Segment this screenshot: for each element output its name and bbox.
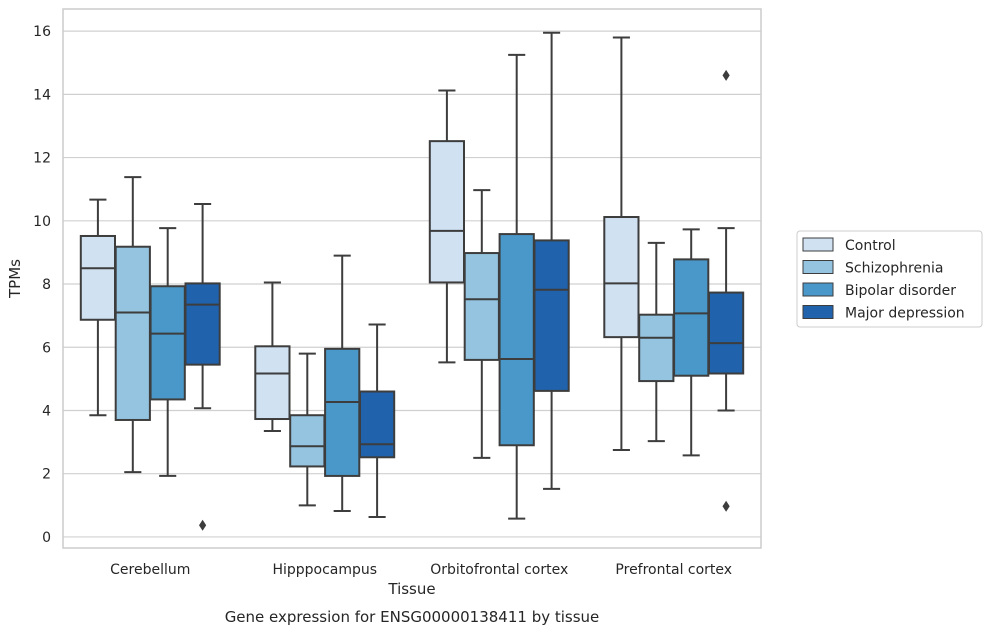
legend-swatch xyxy=(802,237,834,252)
box-group xyxy=(463,189,500,459)
box xyxy=(114,245,151,421)
y-tick-label: 6 xyxy=(42,340,51,356)
outlier-point xyxy=(199,519,207,531)
y-axis-label: TPMs xyxy=(6,259,24,299)
legend-swatch xyxy=(802,305,834,319)
box-group xyxy=(254,281,291,433)
box xyxy=(463,252,500,361)
box-group xyxy=(428,89,466,364)
box-group xyxy=(184,203,221,531)
box-group xyxy=(79,198,117,417)
legend-label: Control xyxy=(845,238,896,254)
legend-frame xyxy=(796,230,983,328)
box-group xyxy=(533,31,570,490)
plot-frame xyxy=(62,8,762,549)
x-tick-label: Prefrontal cortex xyxy=(615,562,732,578)
box xyxy=(149,285,186,401)
box-group xyxy=(149,227,186,477)
legend-label: Major depression xyxy=(845,306,965,322)
box-group xyxy=(289,352,326,507)
y-tick-labels: 0 2 4 6 8 10 12 14 16 xyxy=(33,24,51,546)
box-group xyxy=(358,323,396,519)
legend-swatch xyxy=(802,282,834,297)
box xyxy=(428,140,466,284)
box xyxy=(707,291,745,375)
box-group xyxy=(498,53,535,520)
outlier-point xyxy=(722,500,730,512)
box xyxy=(289,414,326,468)
box-group xyxy=(707,69,745,512)
box-group xyxy=(673,228,710,457)
y-tick-label: 8 xyxy=(42,277,51,293)
y-tick-label: 0 xyxy=(42,530,51,546)
x-tick-label: Cerebellum xyxy=(110,562,190,578)
x-tick-label: Orbitofrontal cortex xyxy=(430,562,568,578)
y-tick-label: 16 xyxy=(33,24,51,40)
box-group xyxy=(638,241,675,443)
boxes xyxy=(79,31,745,531)
x-axis-label: Tissue xyxy=(387,580,435,598)
box xyxy=(603,216,640,339)
x-tick-labels: Cerebellum Hipppocampus Orbitofrontal cort… xyxy=(110,562,732,578)
legend: Control Schizophrenia Bipolar disorder Majo… xyxy=(796,230,983,328)
plot-background xyxy=(63,9,761,548)
box xyxy=(184,282,221,366)
legend-label: Bipolar disorder xyxy=(845,283,956,299)
legend-label: Schizophrenia xyxy=(845,261,943,277)
box xyxy=(324,347,361,477)
x-tick-label: Hipppocampus xyxy=(272,562,377,578)
y-tick-label: 12 xyxy=(33,151,51,167)
y-tick-label: 14 xyxy=(33,87,51,103)
box xyxy=(638,313,675,383)
legend-swatch xyxy=(802,260,834,274)
y-tick-label: 10 xyxy=(33,214,51,230)
chart-caption: Gene expression for ENSG00000138411 by t… xyxy=(225,608,600,626)
box xyxy=(498,233,535,447)
box xyxy=(254,345,291,421)
y-tick-label: 4 xyxy=(42,403,51,419)
y-tick-label: 2 xyxy=(42,467,51,483)
box xyxy=(358,390,396,459)
box xyxy=(533,239,570,392)
box xyxy=(673,258,710,377)
box-group xyxy=(603,36,640,451)
box-group xyxy=(324,254,361,513)
box xyxy=(79,234,117,321)
outlier-point xyxy=(722,69,730,81)
